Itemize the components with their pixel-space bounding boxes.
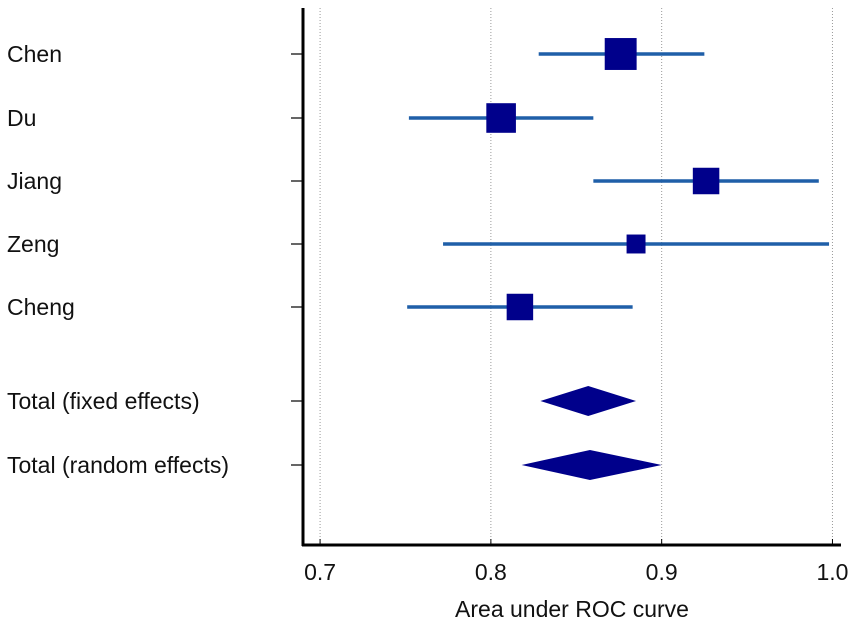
point-estimate-square	[604, 38, 637, 70]
data-marks	[407, 38, 830, 480]
study-labels: Chen Du Jiang Zeng Cheng Total (fixed effects…	[7, 41, 229, 478]
gridlines	[319, 8, 833, 545]
x-tick-label: 0.8	[475, 559, 507, 585]
summary-label: Total (random effects)	[7, 452, 229, 478]
x-tick-label: 1.0	[816, 559, 848, 585]
x-tick-label: 0.9	[646, 559, 678, 585]
study-label: Du	[7, 105, 36, 131]
point-estimate-square	[506, 293, 534, 321]
summary-diamond	[521, 450, 662, 480]
study-label: Jiang	[7, 168, 62, 194]
summary-diamond	[540, 386, 637, 416]
study-label: Cheng	[7, 294, 75, 320]
x-axis-title: Area under ROC curve	[455, 596, 689, 622]
study-label: Zeng	[7, 231, 59, 257]
study-label: Chen	[7, 41, 62, 67]
point-estimate-square	[626, 234, 646, 254]
x-tick-label: 0.7	[304, 559, 336, 585]
point-estimate-square	[692, 167, 720, 195]
axes: 0.7 0.8 0.9 1.0	[291, 8, 848, 585]
summary-label: Total (fixed effects)	[7, 388, 200, 414]
point-estimate-square	[486, 103, 516, 133]
